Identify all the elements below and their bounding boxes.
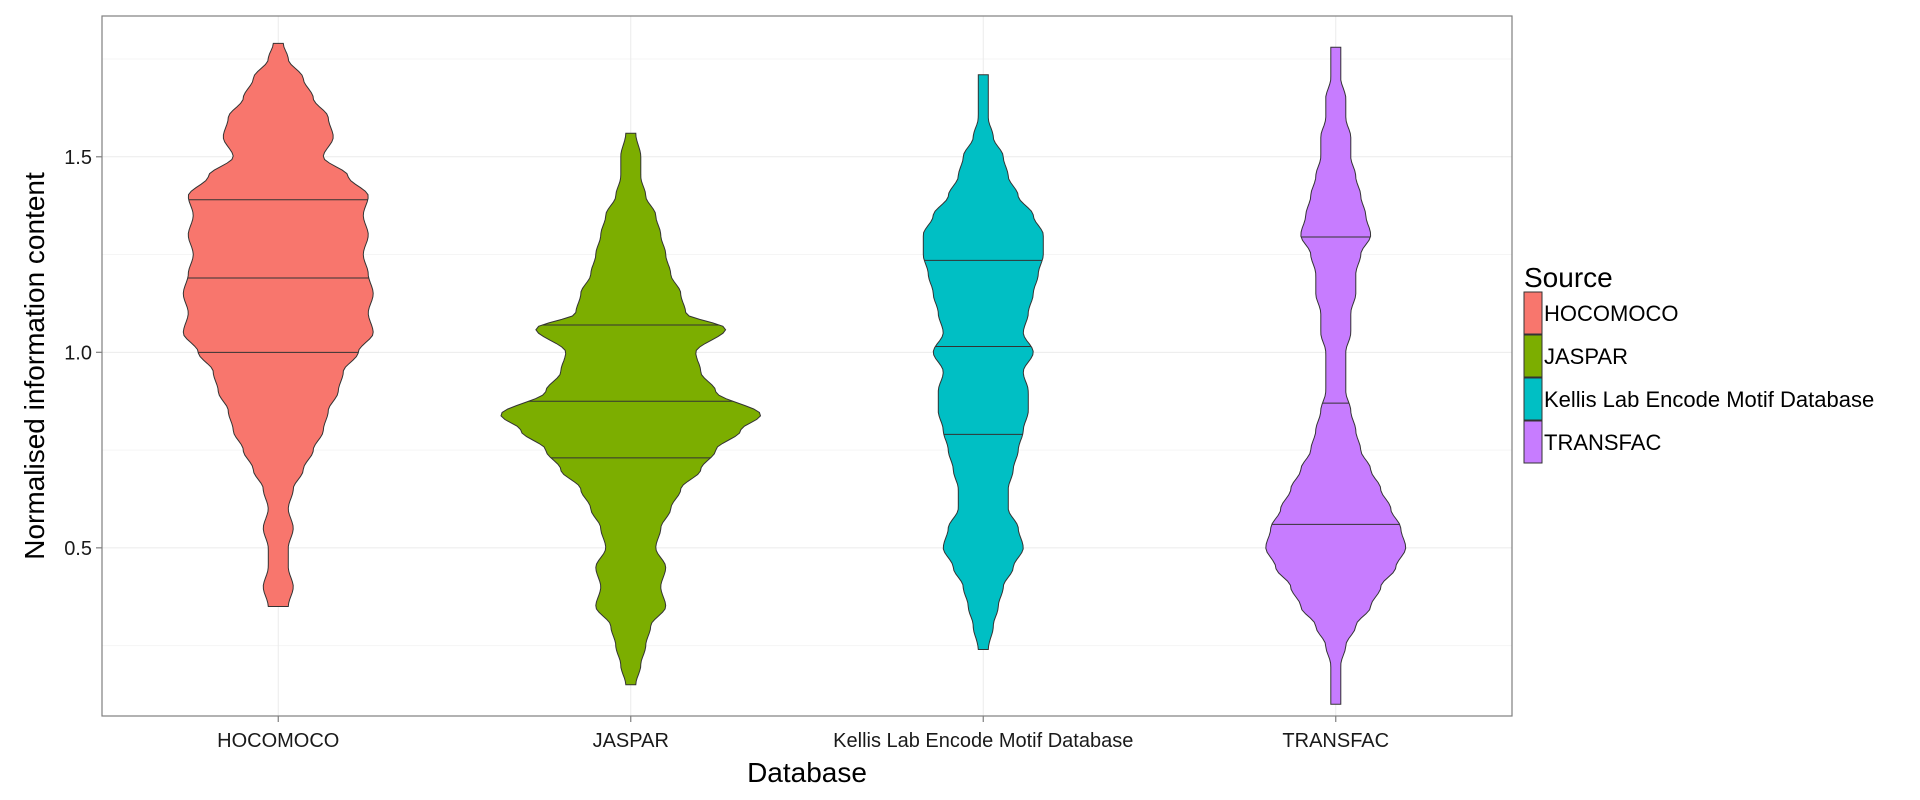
y-tick-label: 1.0 [64,342,92,364]
legend-label: Kellis Lab Encode Motif Database [1544,387,1874,412]
violin-group-1 [182,42,374,607]
x-tick-label: TRANSFAC [1282,730,1389,752]
violin-layer [182,42,1407,705]
violin-group-3 [922,74,1044,650]
violin-transfac [1265,46,1407,705]
legend-key [1523,420,1543,464]
legend-key [1523,291,1543,335]
legend-title: Source [1524,262,1613,293]
legend-key [1523,377,1543,421]
x-axis-title: Database [747,757,867,788]
y-axis-title: Normalised information content [19,172,50,560]
x-tick-label: HOCOMOCO [217,730,339,752]
y-tick-label: 1.5 [64,147,92,169]
x-tick-label: JASPAR [593,730,669,752]
x-tick-label: Kellis Lab Encode Motif Database [833,730,1133,752]
legend-label: TRANSFAC [1544,430,1661,455]
violin-jaspar [500,132,762,686]
y-axis: 0.5 1.0 1.5 [64,147,102,560]
x-axis: HOCOMOCO JASPAR Kellis Lab Encode Motif Da… [217,716,1389,752]
legend-key [1523,334,1543,378]
plot-border [101,15,1513,717]
legend-label: JASPAR [1544,344,1628,369]
violin-kellis-lab-encode-motif-database [922,74,1044,650]
violin-group-4 [1265,46,1407,705]
legend: Source HOCOMOCO JASPAR Kellis Lab Encode M… [1523,262,1874,464]
violin-group-2 [500,132,762,686]
y-tick-label: 0.5 [64,538,92,560]
legend-label: HOCOMOCO [1544,301,1678,326]
violin-hocomoco [182,42,374,607]
